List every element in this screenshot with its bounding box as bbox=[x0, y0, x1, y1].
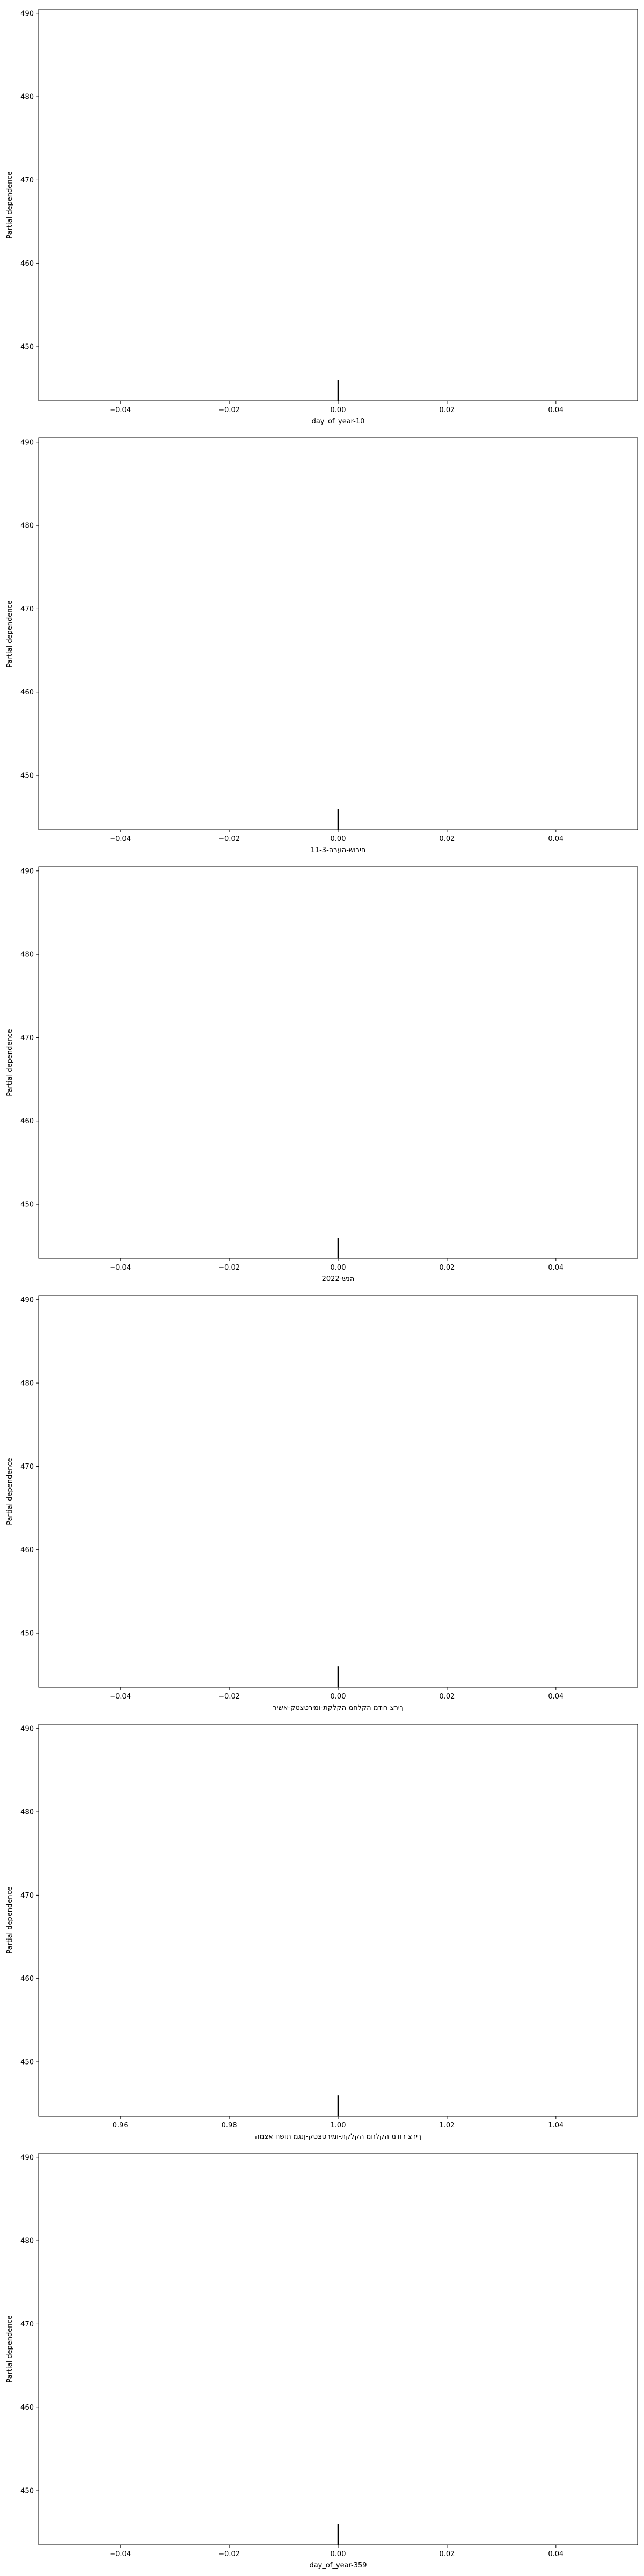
y-tick-label: 460 bbox=[20, 689, 34, 697]
x-tick-label: 1.00 bbox=[331, 2121, 346, 2129]
x-tick-label: −0.04 bbox=[109, 835, 131, 843]
x-tick-label: −0.02 bbox=[218, 1693, 240, 1701]
axes-frame bbox=[38, 2153, 638, 2545]
y-tick-label: 460 bbox=[20, 1975, 34, 1983]
y-tick-label: 470 bbox=[20, 1892, 34, 1900]
y-tick-label: 480 bbox=[20, 93, 34, 101]
x-tick-label: 0.04 bbox=[548, 835, 564, 843]
x-axis-label: day_of_year-359 bbox=[309, 2562, 367, 2570]
x-axis-label: day_of_year-10 bbox=[312, 418, 365, 426]
x-tick-label: −0.02 bbox=[218, 835, 240, 843]
pd-subplot: 450 460 470 480 490 −0.04 −0.02 0.00 0.02 0.04 day… bbox=[6, 2153, 638, 2570]
y-tick-label: 450 bbox=[20, 1630, 34, 1638]
y-tick-label: 450 bbox=[20, 772, 34, 780]
x-tick-label: 1.04 bbox=[548, 2121, 564, 2129]
y-tick-label: 470 bbox=[20, 1463, 34, 1471]
y-tick-label: 450 bbox=[20, 2487, 34, 2496]
y-axis-label: Partial dependence bbox=[6, 2315, 14, 2382]
pd-subplot: 450 460 470 480 490 −0.04 −0.02 0.00 0.02 0.04 הנש… bbox=[6, 866, 638, 1283]
y-tick-label: 480 bbox=[20, 1380, 34, 1388]
axes-frame bbox=[38, 1724, 638, 2117]
y-tick-label: 490 bbox=[20, 867, 34, 875]
x-axis-label: חירוש-הערה-11-3 bbox=[311, 846, 366, 854]
x-tick-label: 0.96 bbox=[113, 2121, 128, 2129]
x-tick-label: 0.04 bbox=[548, 2550, 564, 2558]
y-tick-label: 480 bbox=[20, 522, 34, 530]
x-tick-label: 0.04 bbox=[548, 406, 564, 414]
y-tick-label: 490 bbox=[20, 438, 34, 447]
x-tick-label: 0.04 bbox=[548, 1264, 564, 1272]
y-axis-label: Partial dependence bbox=[6, 1886, 14, 1953]
x-tick-label: −0.02 bbox=[218, 406, 240, 414]
axes-frame bbox=[38, 9, 638, 401]
y-tick-label: 490 bbox=[20, 1725, 34, 1733]
y-tick-label: 470 bbox=[20, 177, 34, 185]
y-axis-label: Partial dependence bbox=[6, 171, 14, 238]
x-tick-label: 1.02 bbox=[439, 2121, 455, 2129]
x-tick-label: 0.02 bbox=[439, 2550, 455, 2558]
y-tick-label: 450 bbox=[20, 1201, 34, 1209]
axes-frame bbox=[38, 866, 638, 1259]
y-tick-label: 460 bbox=[20, 1546, 34, 1554]
x-tick-label: −0.02 bbox=[218, 1264, 240, 1272]
y-tick-label: 450 bbox=[20, 343, 34, 352]
x-tick-label: 0.02 bbox=[439, 835, 455, 843]
x-tick-label: 0.04 bbox=[548, 1693, 564, 1701]
x-tick-label: 0.00 bbox=[331, 1693, 346, 1701]
x-axis-label: ךירצ רודמ הקלחמ הקלקת-ומירטצטק-ןנגמ תושח… bbox=[255, 2133, 421, 2141]
y-tick-label: 470 bbox=[20, 2321, 34, 2329]
y-tick-label: 480 bbox=[20, 1809, 34, 1817]
x-tick-label: −0.04 bbox=[109, 1264, 131, 1272]
pd-subplot: 450 460 470 480 490 −0.04 −0.02 0.00 0.02 0.04 ךיר… bbox=[6, 1295, 638, 1712]
x-tick-label: −0.04 bbox=[109, 406, 131, 414]
y-tick-label: 450 bbox=[20, 2059, 34, 2067]
x-tick-label: 0.00 bbox=[331, 2550, 346, 2558]
x-tick-label: 0.02 bbox=[439, 1264, 455, 1272]
x-tick-label: 0.02 bbox=[439, 406, 455, 414]
y-tick-label: 480 bbox=[20, 2237, 34, 2245]
y-tick-label: 490 bbox=[20, 2154, 34, 2162]
x-tick-label: 0.00 bbox=[331, 835, 346, 843]
x-tick-label: 0.02 bbox=[439, 1693, 455, 1701]
y-tick-label: 460 bbox=[20, 2404, 34, 2412]
pd-subplot: 450 460 470 480 490 −0.04 −0.02 0.00 0.02 0.04 day… bbox=[6, 9, 638, 426]
x-tick-label: 0.98 bbox=[222, 2121, 237, 2129]
pd-subplot: 450 460 470 480 490 −0.04 −0.02 0.00 0.02 0.04 חיר… bbox=[6, 437, 638, 854]
y-tick-label: 460 bbox=[20, 260, 34, 268]
axes-frame bbox=[38, 437, 638, 830]
x-tick-label: −0.02 bbox=[218, 2550, 240, 2558]
x-tick-label: 0.00 bbox=[331, 406, 346, 414]
axes-frame bbox=[38, 1295, 638, 1688]
y-tick-label: 460 bbox=[20, 1117, 34, 1125]
y-tick-label: 490 bbox=[20, 10, 34, 18]
x-axis-label: ךירצ רודמ הקלחמ הקלקת-ומירטצטק-אשיר bbox=[273, 1704, 403, 1712]
y-axis-label: Partial dependence bbox=[6, 600, 14, 667]
x-axis-label: הנש-2022 bbox=[322, 1275, 355, 1283]
y-axis-label: Partial dependence bbox=[6, 1458, 14, 1525]
pd-subplot: 450 460 470 480 490 0.96 0.98 1.00 1.02 1.04 ךירצ … bbox=[6, 1724, 638, 2141]
x-tick-label: −0.04 bbox=[109, 2550, 131, 2558]
x-tick-label: −0.04 bbox=[109, 1693, 131, 1701]
x-tick-label: 0.00 bbox=[331, 1264, 346, 1272]
y-tick-label: 480 bbox=[20, 951, 34, 959]
y-tick-label: 470 bbox=[20, 1034, 34, 1042]
y-axis-label: Partial dependence bbox=[6, 1029, 14, 1096]
y-tick-label: 470 bbox=[20, 605, 34, 613]
y-tick-label: 490 bbox=[20, 1296, 34, 1304]
